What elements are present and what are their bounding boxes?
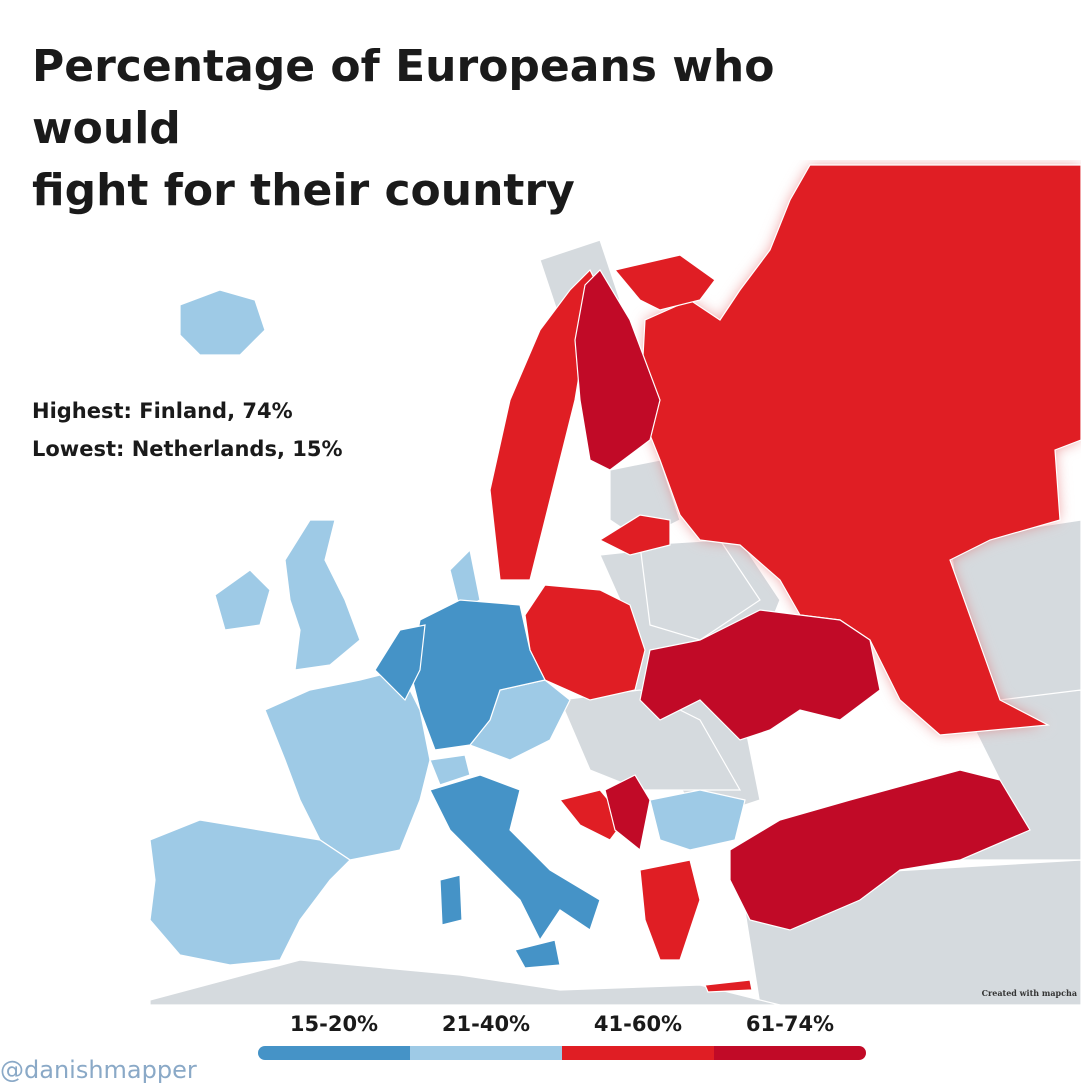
greece-region bbox=[639, 859, 701, 961]
land-balkans-grey bbox=[559, 689, 742, 791]
legend-label-15-20: 15-20% bbox=[289, 1012, 379, 1036]
germany-region bbox=[409, 599, 546, 751]
ireland-region bbox=[214, 569, 271, 631]
serbia-region bbox=[604, 774, 651, 852]
legend-label-41-60: 41-60% bbox=[593, 1012, 683, 1036]
legend-swatch-21-40 bbox=[410, 1046, 562, 1060]
legend-labels: 15-20% 21-40% 41-60% 61-74% bbox=[258, 1012, 866, 1042]
no-data-land bbox=[149, 239, 1081, 1006]
highlights-box: Highest: Finland, 74% Lowest: Netherland… bbox=[32, 392, 343, 468]
legend-color-bar bbox=[258, 1046, 866, 1060]
band-61-74-regions bbox=[574, 269, 1031, 931]
legend-swatch-41-60 bbox=[562, 1046, 714, 1060]
legend-label-61-74: 61-74% bbox=[745, 1012, 835, 1036]
netherlands-belgium-region bbox=[374, 624, 426, 702]
uk-region bbox=[284, 519, 361, 671]
france-region bbox=[264, 669, 431, 861]
ukraine-region bbox=[639, 609, 881, 741]
turkey-region bbox=[729, 769, 1031, 931]
band-41-60-regions bbox=[489, 164, 1081, 993]
map-title: Percentage of Europeans who would fight … bbox=[32, 36, 932, 222]
crete-region bbox=[704, 979, 753, 993]
italy-region bbox=[429, 774, 601, 942]
bulgaria-region bbox=[649, 789, 746, 851]
legend-swatch-61-74 bbox=[714, 1046, 866, 1060]
latvia-lithuania-region bbox=[598, 514, 671, 556]
land-north-africa-grey bbox=[149, 959, 781, 1006]
sardinia-region bbox=[439, 874, 463, 926]
band-21-40-regions bbox=[149, 289, 746, 966]
denmark-region bbox=[449, 548, 481, 611]
map-title-line-1: Percentage of Europeans who would bbox=[32, 41, 775, 154]
kola-peninsula-region bbox=[613, 254, 716, 311]
map-title-line-2: fight for their country bbox=[32, 165, 575, 216]
switzerland-region bbox=[429, 754, 471, 786]
band-15-20-regions bbox=[374, 599, 601, 969]
finland-region bbox=[574, 269, 661, 471]
highest-stat: Highest: Finland, 74% bbox=[32, 399, 293, 423]
iceland-region bbox=[179, 289, 266, 356]
spain-portugal-region bbox=[149, 819, 351, 966]
sicily-region bbox=[514, 939, 561, 969]
map-credit: Created with mapcha bbox=[981, 988, 1077, 998]
lowest-stat: Lowest: Netherlands, 15% bbox=[32, 437, 343, 461]
europe-map bbox=[149, 164, 1081, 1006]
author-handle: @danishmapper bbox=[0, 1056, 197, 1084]
legend-swatch-15-20 bbox=[258, 1046, 410, 1060]
legend-label-21-40: 21-40% bbox=[441, 1012, 531, 1036]
